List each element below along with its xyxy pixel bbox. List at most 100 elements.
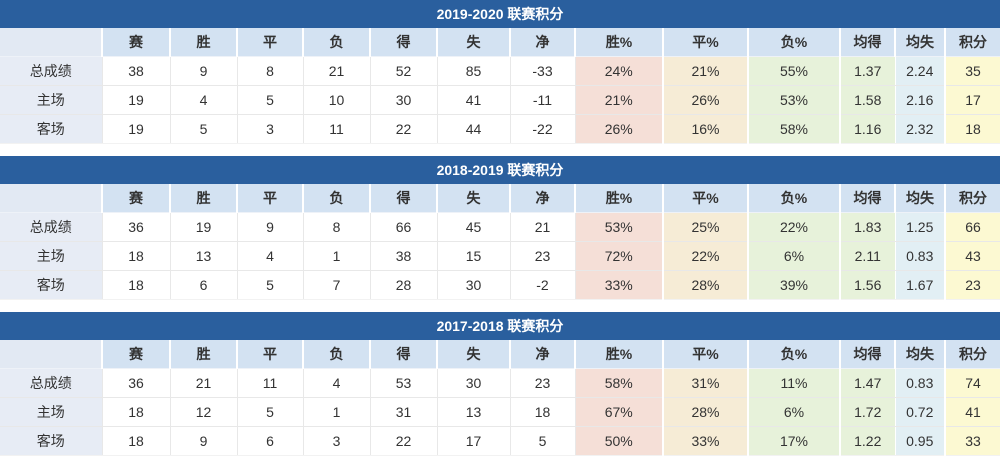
cell-goal-diff: 5 [510, 426, 576, 456]
cell-win-pct: 33% [575, 270, 664, 300]
row-label: 主场 [0, 397, 103, 427]
cell-goals-against: 13 [437, 397, 511, 427]
cell-draws: 8 [237, 56, 304, 86]
column-header-games: 赛 [102, 28, 171, 57]
cell-loss-pct: 17% [748, 426, 841, 456]
cell-avg-goals-against: 0.83 [895, 241, 946, 271]
cell-goals-against: 30 [437, 270, 511, 300]
cell-games: 38 [102, 56, 171, 86]
cell-win-pct: 53% [575, 212, 664, 242]
cell-goals-against: 45 [437, 212, 511, 242]
cell-draws: 11 [237, 368, 304, 398]
column-header-goals-for: 得 [370, 340, 438, 369]
cell-win-pct: 50% [575, 426, 664, 456]
cell-draws: 5 [237, 270, 304, 300]
cell-losses: 3 [303, 426, 371, 456]
column-header-games: 赛 [102, 340, 171, 369]
cell-goals-for: 30 [370, 85, 438, 115]
cell-goal-diff: 21 [510, 212, 576, 242]
cell-wins: 19 [170, 212, 238, 242]
column-header-win-pct: 胜% [575, 28, 664, 57]
table-row-away: 客场 19 5 3 11 22 44 -22 26% 16% 58% 1.16 … [0, 114, 1000, 144]
season-block-2019-2020: 2019-2020 联赛积分 赛 胜 平 负 得 失 净 胜% 平% 负% 均得… [0, 0, 1000, 144]
stats-table: 赛 胜 平 负 得 失 净 胜% 平% 负% 均得 均失 积分 总成绩 36 1… [0, 184, 1000, 300]
cell-losses: 7 [303, 270, 371, 300]
cell-avg-goals-against: 2.32 [895, 114, 946, 144]
table-row-away: 客场 18 6 5 7 28 30 -2 33% 28% 39% 1.56 1.… [0, 270, 1000, 300]
cell-wins: 5 [170, 114, 238, 144]
cell-wins: 21 [170, 368, 238, 398]
cell-games: 36 [102, 368, 171, 398]
stats-table: 赛 胜 平 负 得 失 净 胜% 平% 负% 均得 均失 积分 总成绩 38 9… [0, 28, 1000, 144]
cell-wins: 6 [170, 270, 238, 300]
column-header-wins: 胜 [170, 28, 238, 57]
header-row: 赛 胜 平 负 得 失 净 胜% 平% 负% 均得 均失 积分 [0, 184, 1000, 213]
cell-goal-diff: -11 [510, 85, 576, 115]
cell-games: 19 [102, 85, 171, 115]
column-header-losses: 负 [303, 340, 371, 369]
cell-losses: 4 [303, 368, 371, 398]
cell-win-pct: 72% [575, 241, 664, 271]
column-header-blank [0, 340, 103, 369]
cell-loss-pct: 11% [748, 368, 841, 398]
cell-draws: 5 [237, 85, 304, 115]
column-header-win-pct: 胜% [575, 184, 664, 213]
cell-wins: 12 [170, 397, 238, 427]
column-header-blank [0, 184, 103, 213]
row-label: 总成绩 [0, 56, 103, 86]
column-header-goal-diff: 净 [510, 184, 576, 213]
cell-goals-for: 28 [370, 270, 438, 300]
cell-win-pct: 67% [575, 397, 664, 427]
cell-avg-goals-for: 1.47 [840, 368, 896, 398]
cell-goals-for: 31 [370, 397, 438, 427]
column-header-draw-pct: 平% [663, 184, 749, 213]
cell-games: 19 [102, 114, 171, 144]
column-header-goals-against: 失 [437, 184, 511, 213]
cell-avg-goals-for: 1.16 [840, 114, 896, 144]
cell-draw-pct: 26% [663, 85, 749, 115]
cell-loss-pct: 39% [748, 270, 841, 300]
cell-points: 41 [945, 397, 1000, 427]
cell-goals-for: 22 [370, 114, 438, 144]
table-row-home: 主场 18 13 4 1 38 15 23 72% 22% 6% 2.11 0.… [0, 241, 1000, 271]
table-title: 2017-2018 联赛积分 [0, 312, 1000, 340]
cell-goals-against: 44 [437, 114, 511, 144]
cell-losses: 8 [303, 212, 371, 242]
cell-goals-against: 17 [437, 426, 511, 456]
table-row-total: 总成绩 36 21 11 4 53 30 23 58% 31% 11% 1.47… [0, 368, 1000, 398]
column-header-losses: 负 [303, 28, 371, 57]
cell-avg-goals-for: 1.58 [840, 85, 896, 115]
cell-goal-diff: 18 [510, 397, 576, 427]
row-label: 主场 [0, 85, 103, 115]
column-header-wins: 胜 [170, 184, 238, 213]
column-header-points: 积分 [945, 28, 1000, 57]
table-row-home: 主场 19 4 5 10 30 41 -11 21% 26% 53% 1.58 … [0, 85, 1000, 115]
column-header-draws: 平 [237, 340, 304, 369]
cell-goals-for: 38 [370, 241, 438, 271]
cell-loss-pct: 22% [748, 212, 841, 242]
cell-games: 18 [102, 426, 171, 456]
cell-losses: 21 [303, 56, 371, 86]
row-label: 客场 [0, 426, 103, 456]
season-block-2018-2019: 2018-2019 联赛积分 赛 胜 平 负 得 失 净 胜% 平% 负% 均得… [0, 156, 1000, 300]
cell-wins: 13 [170, 241, 238, 271]
column-header-draw-pct: 平% [663, 340, 749, 369]
column-header-goals-for: 得 [370, 28, 438, 57]
table-title: 2018-2019 联赛积分 [0, 156, 1000, 184]
cell-draws: 3 [237, 114, 304, 144]
row-label: 总成绩 [0, 368, 103, 398]
cell-draw-pct: 22% [663, 241, 749, 271]
column-header-loss-pct: 负% [748, 28, 841, 57]
column-header-goals-against: 失 [437, 28, 511, 57]
cell-goal-diff: -22 [510, 114, 576, 144]
cell-points: 18 [945, 114, 1000, 144]
cell-games: 36 [102, 212, 171, 242]
cell-draws: 9 [237, 212, 304, 242]
cell-goals-against: 85 [437, 56, 511, 86]
row-label: 总成绩 [0, 212, 103, 242]
cell-goals-for: 53 [370, 368, 438, 398]
cell-losses: 10 [303, 85, 371, 115]
cell-goals-for: 66 [370, 212, 438, 242]
column-header-losses: 负 [303, 184, 371, 213]
column-header-goal-diff: 净 [510, 28, 576, 57]
